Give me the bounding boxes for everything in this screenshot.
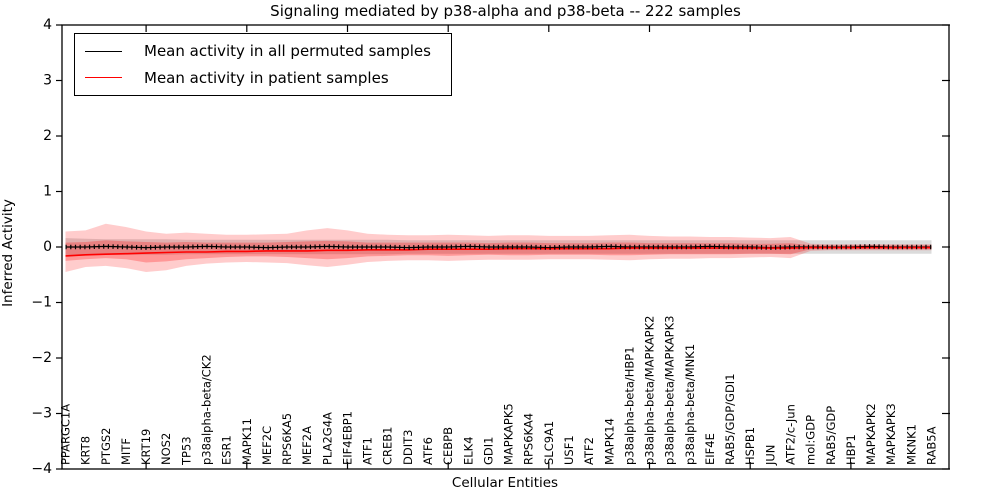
legend-label-permuted: Mean activity in all permuted samples (144, 42, 431, 61)
x-category-label: CEBPB (441, 427, 455, 465)
x-category-label: HSPB1 (743, 427, 757, 465)
x-category-label: USF1 (562, 435, 576, 465)
x-category-label: ESR1 (220, 435, 234, 465)
legend-entry-patient: Mean activity in patient samples (85, 65, 441, 91)
x-category-label: EIF4EBP1 (340, 411, 354, 465)
x-category-label: ATF2 (582, 437, 596, 465)
x-category-label: MITF (119, 438, 133, 465)
x-category-label: PLA2G4A (320, 412, 334, 465)
x-category-label: MAPK14 (602, 418, 616, 465)
x-axis-title: Cellular Entities (451, 475, 559, 491)
x-category-label: SLC9A1 (542, 421, 556, 465)
y-tick-label: 1 (43, 184, 52, 200)
permuted-mean-markers (65, 244, 932, 250)
y-tick-label: −4 (31, 461, 52, 477)
legend-box: Mean activity in all permuted samples Me… (74, 33, 452, 96)
x-category-label: PTGS2 (99, 428, 113, 466)
x-category-label: TP53 (179, 436, 193, 466)
y-tick-label: 0 (43, 239, 52, 255)
x-category-label: RAB5A (925, 426, 939, 465)
x-category-label: p38alpha-beta/MNK1 (683, 344, 697, 465)
x-category-label: MAPKAPK5 (502, 403, 516, 465)
x-category-label: mol:GDP (804, 415, 818, 465)
legend-entry-permuted: Mean activity in all permuted samples (85, 38, 441, 64)
patient-line-sample-icon (85, 77, 122, 79)
permuted-line-sample-icon (85, 50, 122, 52)
x-category-label: JUN (763, 445, 777, 466)
x-category-label: ATF1 (361, 437, 375, 465)
x-category-label: DDIT3 (401, 430, 415, 465)
x-category-label: MKNK1 (904, 424, 918, 465)
y-tick-label: −3 (31, 406, 52, 422)
x-category-label: ATF6 (421, 437, 435, 465)
x-category-label: RPS6KA5 (280, 413, 294, 465)
x-category-label: KRT8 (79, 436, 93, 465)
x-category-label: MEF2C (260, 426, 274, 465)
legend-label-patient: Mean activity in patient samples (144, 68, 389, 87)
x-category-label: MAPKAPK3 (884, 403, 898, 465)
x-category-label: EIF4E (703, 433, 717, 465)
x-category-label: CREB1 (381, 427, 395, 466)
x-category-label: KRT19 (139, 429, 153, 465)
y-tick-label: 2 (43, 128, 52, 144)
x-category-label: GDI1 (481, 437, 495, 465)
x-category-label: RPS6KA4 (522, 413, 536, 465)
x-category-label: p38alpha-beta/CK2 (199, 354, 213, 465)
y-tick-label: −1 (31, 295, 52, 311)
x-category-label: NOS2 (159, 433, 173, 465)
x-category-label: MAPKAPK2 (864, 403, 878, 465)
x-category-label: ELK4 (461, 436, 475, 465)
x-category-label: PPARGC1A (59, 404, 73, 465)
x-category-label: RAB5/GDP (824, 406, 838, 465)
x-category-label: MAPK11 (240, 418, 254, 465)
x-category-label: p38alpha-beta/HBP1 (622, 346, 636, 465)
x-category-label: MEF2A (300, 426, 314, 465)
x-category-label: p38alpha-beta/MAPKAPK2 (643, 316, 657, 466)
x-category-label: ATF2/c-Jun (784, 404, 798, 465)
y-tick-label: 3 (43, 73, 52, 89)
y-tick-label: −2 (31, 350, 52, 366)
x-category-label: p38alpha-beta/MAPKAPK3 (663, 316, 677, 466)
y-axis-title: Inferred Activity (0, 199, 16, 307)
x-category-label: HBP1 (844, 434, 858, 465)
x-category-label: RAB5/GDP/GDI1 (723, 373, 737, 465)
y-tick-label: 4 (43, 17, 52, 33)
chart-title: Signaling mediated by p38-alpha and p38-… (270, 2, 741, 20)
